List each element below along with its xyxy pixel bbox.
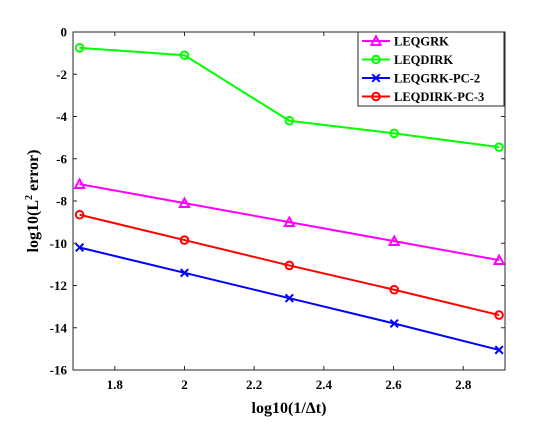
y-tick-label: -4 — [56, 109, 67, 124]
data-point-leqdirk — [74, 43, 85, 53]
x-axis-label: log10(1/Δt) — [252, 400, 327, 417]
legend-box — [357, 31, 505, 107]
data-point-leqgrk — [283, 215, 296, 228]
legend-label-leqdirk-pc-3: LEQDIRK-PC-3 — [394, 90, 484, 104]
data-point-leqdirk-pc-3 — [74, 209, 85, 220]
data-point-leqdirk — [179, 50, 190, 61]
x-tick-label: 2.4 — [316, 377, 333, 392]
data-point-leqdirk-pc-3 — [389, 284, 400, 295]
data-point-leqdirk-pc-3 — [284, 260, 295, 271]
data-point-leqgrk-pc-2 — [389, 319, 399, 329]
x-tick-label: 2.6 — [385, 377, 402, 392]
data-point-leqgrk-pc-2 — [75, 242, 85, 252]
legend-items: LEQGRK LEQDIRK LEQGRK-PC-2 LEQDIRK-PC-3 — [362, 34, 484, 104]
x-tick-label: 1.8 — [107, 377, 124, 392]
legend-label-leqgrk: LEQGRK — [394, 34, 449, 48]
data-point-leqgrk — [492, 253, 506, 266]
tick-layer: 1.8 2 2.2 2.4 2.6 2.8 0 -2 -4 -6 -8 -10 -12 -14 -16 — [50, 25, 505, 392]
y-axis-label-superscript: 2 — [24, 195, 35, 200]
y-tick-label: -16 — [50, 363, 68, 378]
legend-marker-leqdirk — [371, 54, 381, 65]
y-tick-label: -2 — [56, 67, 67, 82]
data-point-leqdirk-pc-3 — [179, 235, 190, 245]
y-tick-label: -6 — [56, 151, 67, 166]
data-point-leqdirk — [284, 115, 295, 126]
y-tick-label: -14 — [50, 320, 68, 335]
y-tick-label: -10 — [50, 236, 67, 251]
y-axis-label-end: error) — [25, 150, 42, 195]
legend-marker-leqdirk-pc-3 — [371, 91, 381, 102]
data-point-leqgrk — [178, 196, 191, 209]
y-tick-label: -8 — [56, 194, 67, 209]
series-line-leqgrk — [79, 183, 500, 262]
data-point-leqdirk — [389, 128, 400, 139]
y-axis-label: log10(L2 error) — [24, 150, 42, 253]
data-point-leqgrk-pc-2 — [179, 268, 189, 278]
legend: LEQGRK LEQDIRK LEQGRK-PC-2 LEQDIRK-PC-3 — [357, 31, 505, 107]
y-tick-label: -12 — [50, 278, 67, 293]
data-point-leqgrk-pc-2 — [494, 345, 504, 355]
data-point-leqdirk-pc-3 — [494, 310, 504, 320]
x-tick-label: 2.2 — [246, 377, 262, 392]
x-tick-label: 2 — [181, 377, 188, 392]
legend-label-leqdirk: LEQDIRK — [394, 53, 453, 67]
data-point-leqgrk — [73, 177, 86, 190]
series-line-leqdirk-pc-3 — [79, 213, 500, 317]
series-layer — [73, 43, 506, 355]
data-point-leqgrk-pc-2 — [284, 293, 294, 303]
data-point-leqgrk — [387, 234, 401, 247]
y-axis-label-main: log10(L — [25, 200, 42, 252]
y-tick-label: 0 — [61, 25, 68, 40]
legend-marker-leqgrk — [369, 34, 383, 46]
x-tick-label: 2.8 — [455, 377, 472, 392]
data-point-leqdirk — [494, 142, 504, 152]
series-line-leqdirk — [79, 46, 500, 149]
legend-label-leqgrk-pc-2: LEQGRK-PC-2 — [394, 71, 480, 85]
legend-marker-leqgrk-pc-2 — [371, 73, 381, 83]
